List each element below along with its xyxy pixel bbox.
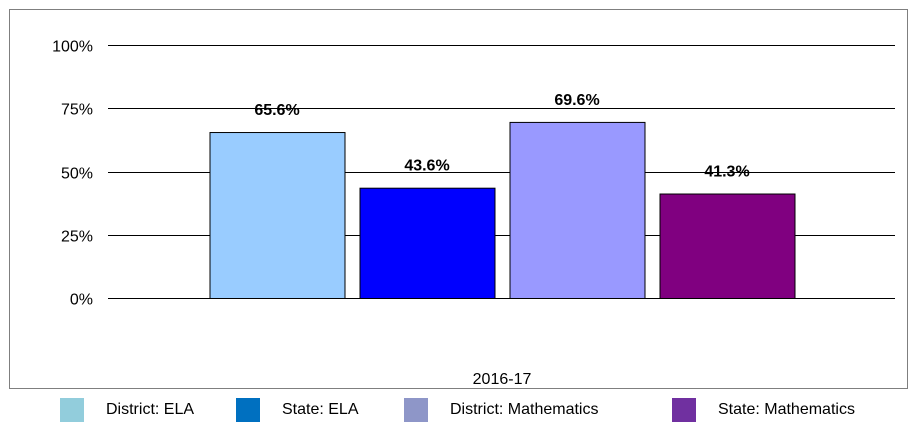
bars (209, 121, 796, 299)
legend-label: District: Mathematics (450, 401, 599, 418)
legend-label: State: ELA (282, 401, 359, 418)
legend-item: District: Mathematics (404, 396, 598, 424)
legend-label: State: Mathematics (718, 401, 855, 418)
legend: District: ELA State: ELA District: Mathema… (0, 396, 919, 424)
bar (659, 193, 796, 299)
legend-swatch (404, 398, 428, 422)
y-axis-tick-labels: 0% 25% 50% 75% 100% (52, 39, 93, 309)
x-category-label: 2016-17 (473, 371, 532, 388)
legend-swatch (60, 398, 84, 422)
y-tick-label: 50% (61, 166, 93, 183)
y-tick-label: 100% (52, 39, 93, 56)
y-tick-label: 0% (70, 292, 93, 309)
data-label: 41.3% (704, 164, 749, 181)
legend-swatch (236, 398, 260, 422)
y-tick-label: 75% (61, 102, 93, 119)
legend-item: District: ELA (60, 396, 194, 424)
bar (209, 132, 346, 299)
bar-chart: 0% 25% 50% 75% 100% 65.6% 43.6% 69.6% 41.3% 201… (52, 39, 895, 388)
legend-item: State: Mathematics (672, 396, 855, 424)
legend-label: District: ELA (106, 401, 195, 418)
data-labels: 65.6% 43.6% 69.6% 41.3% (254, 92, 749, 181)
bar (509, 121, 646, 299)
legend-item: State: ELA (236, 396, 359, 424)
data-label: 43.6% (404, 158, 449, 175)
data-label: 65.6% (254, 102, 299, 119)
x-axis-labels: 2016-17 (473, 371, 532, 388)
legend-swatch (672, 398, 696, 422)
bar (359, 187, 496, 299)
y-tick-label: 25% (61, 229, 93, 246)
data-label: 69.6% (554, 92, 599, 109)
